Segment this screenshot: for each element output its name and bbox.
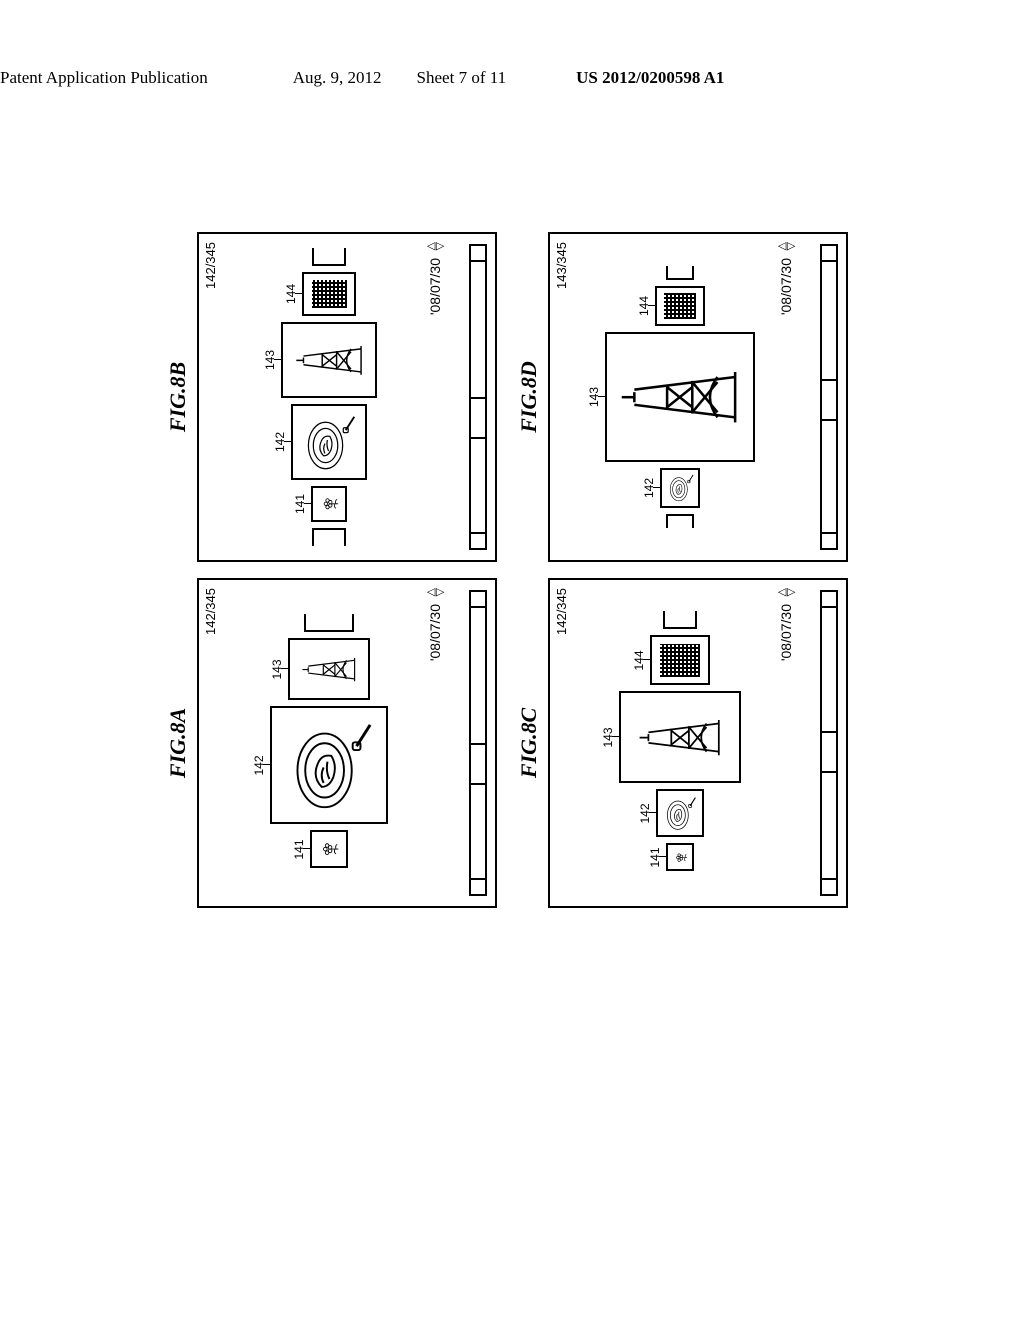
thumbnail: 141 [311,486,347,522]
scroll-left-button [469,878,487,896]
nav-arrows-icon: △▽ [427,242,445,250]
scroll-right-button [469,590,487,608]
figure-panel: FIG.8B 142/345 141 142 143 144 '08/07/30 △▽ [165,230,504,564]
scroll-thumb [469,743,487,785]
thumbnail: 142 [660,468,700,508]
image-counter: 142/345 [203,242,218,289]
page-header: Patent Application Publication Aug. 9, 2… [0,68,1024,88]
thumbnail: 142 [291,404,367,480]
reference-numeral: 143 [270,659,284,679]
reference-numeral: 142 [638,803,652,823]
thumbnail: 141 [666,844,694,872]
qr-icon [664,293,696,318]
figure-area: FIG.8A142/345 141 142 143'08/07/30△▽FIG.… [165,230,855,910]
reference-numeral: 142 [642,478,656,498]
header-publication: Patent Application Publication [0,68,208,88]
scrollbar [820,244,838,550]
reference-numeral: 144 [637,296,651,316]
qr-icon [660,644,699,676]
qr-icon [312,280,347,308]
thumbnail: 142 [270,707,388,825]
image-counter: 143/345 [554,242,569,289]
device-screen: 142/345 141 142 143 144 '08/07/30 △▽ [197,232,497,562]
scroll-right-button [820,590,838,608]
date-label: '08/07/30 [778,604,794,661]
header-pubno: US 2012/0200598 A1 [576,68,724,88]
thumbnail: 143 [605,332,755,462]
figure-panel: FIG.8D 143/345 142 143 144 '08/07/30 △▽ [516,230,855,564]
reference-numeral: 144 [632,650,646,670]
thumbnail: 143 [619,692,741,784]
scroll-right-button [469,244,487,262]
flower-icon [317,838,341,862]
figure-label: FIG.8B [165,362,191,432]
scrollbar [469,244,487,550]
nav-arrows-icon: △▽ [427,588,445,596]
reference-numeral: 141 [292,839,306,859]
image-counter: 142/345 [203,588,218,635]
header-date: Aug. 9, 2012 [293,68,382,88]
scrollbar [469,590,487,896]
nav-arrows-icon: △▽ [778,242,796,250]
scroll-thumb [469,397,487,439]
thumbnail: 144 [655,286,705,326]
thumbnail [304,615,354,633]
date-label: '08/07/30 [427,604,443,661]
device-screen: 142/345 141 142 143 '08/07/30 △▽ [197,578,497,908]
reference-numeral: 142 [252,755,266,775]
figure-label: FIG.8D [516,361,542,433]
thumbnail-row: 142 143 144 [600,234,760,560]
figure-panel: FIG.8C 142/345 141 142 143 144 '08/07/30 △▽ [516,576,855,910]
food-icon [298,411,359,472]
reference-numeral: 143 [601,727,615,747]
thumbnail: 142 [656,790,704,838]
thumbnail-row: 141 142 143 [249,580,409,906]
scroll-left-button [820,532,838,550]
flower-icon [318,493,340,515]
thumbnail [312,248,346,266]
thumbnail: 141 [310,831,348,869]
device-screen: 142/345 141 142 143 144 '08/07/30 △▽ [548,578,848,908]
flower-icon [672,849,689,866]
food-icon [281,717,378,814]
scrollbar [820,590,838,896]
scroll-left-button [820,878,838,896]
thumbnail-row: 141 142 143 144 [249,234,409,560]
thumbnail: 144 [302,272,356,316]
reference-numeral: 141 [648,847,662,867]
food-icon [665,473,696,504]
header-sheet: Sheet 7 of 11 [417,68,507,88]
figure-panel: FIG.8A 142/345 141 142 143 '08/07/30 △▽ [165,576,504,910]
figure-label: FIG.8C [516,708,542,778]
reference-numeral: 144 [284,284,298,304]
thumbnail: 144 [650,636,710,686]
thumbnail [666,514,694,528]
thumbnail: 143 [288,639,370,701]
reference-numeral: 143 [587,387,601,407]
scroll-thumb [820,379,838,421]
tower-icon [294,652,364,687]
scroll-thumb [820,731,838,773]
thumbnail [663,612,697,630]
reference-numeral: 141 [293,494,307,514]
scroll-left-button [469,532,487,550]
reference-numeral: 143 [263,350,277,370]
reference-numeral: 142 [273,432,287,452]
thumbnail-row: 141 142 143 144 [600,580,760,906]
image-counter: 142/345 [554,588,569,635]
food-icon [661,795,698,832]
nav-arrows-icon: △▽ [778,588,796,596]
thumbnail [666,266,694,280]
tower-icon [627,711,733,764]
scroll-right-button [820,244,838,262]
thumbnail: 143 [281,322,377,398]
date-label: '08/07/30 [778,258,794,315]
thumbnail [312,528,346,546]
device-screen: 143/345 142 143 144 '08/07/30 △▽ [548,232,848,562]
date-label: '08/07/30 [427,258,443,315]
tower-icon [288,338,371,381]
tower-icon [614,359,745,435]
figure-label: FIG.8A [165,708,191,778]
